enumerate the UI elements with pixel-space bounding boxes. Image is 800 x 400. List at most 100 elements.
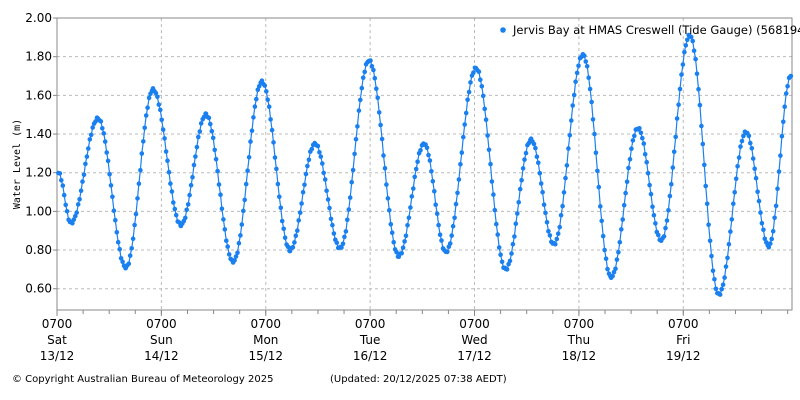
x-tick-label: 13/12 (40, 349, 75, 363)
data-point (498, 252, 503, 257)
data-point (479, 84, 485, 89)
data-point (129, 246, 134, 251)
data-point (242, 197, 247, 203)
data-point (347, 195, 353, 200)
legend: Jervis Bay at HMAS Creswell (Tide Gauge)… (500, 23, 800, 37)
data-point (620, 217, 625, 222)
data-point (476, 69, 482, 75)
data-point (736, 155, 742, 160)
data-point (135, 196, 140, 201)
data-point (111, 208, 117, 213)
data-point (216, 182, 222, 187)
data-point (369, 63, 375, 69)
data-point (584, 64, 590, 69)
y-tick-label: 0.80 (25, 243, 52, 257)
data-point (327, 205, 332, 211)
data-point (159, 117, 164, 123)
data-point (403, 233, 409, 239)
data-point (450, 223, 456, 229)
data-point (193, 154, 198, 159)
data-point (683, 43, 689, 48)
data-point (317, 150, 322, 155)
data-point (723, 264, 729, 269)
copyright-text: © Copyright Australian Bureau of Meteoro… (12, 374, 274, 385)
data-point (599, 218, 604, 224)
data-point (739, 138, 745, 144)
data-point (378, 122, 383, 128)
x-tick-label: 0700 (42, 317, 73, 331)
data-point (540, 189, 545, 195)
data-point (100, 126, 105, 131)
data-point (328, 216, 334, 222)
data-point (583, 59, 589, 64)
data-point (600, 233, 606, 239)
data-point (98, 119, 104, 124)
data-point (563, 175, 568, 181)
data-point (773, 203, 779, 209)
data-point (325, 197, 331, 202)
data-point (110, 194, 115, 200)
data-point (146, 95, 152, 101)
data-point (677, 86, 683, 92)
data-point (613, 266, 618, 272)
data-point (210, 135, 216, 141)
data-point (293, 233, 299, 238)
data-point (105, 158, 111, 164)
data-point (88, 132, 94, 138)
data-point (430, 179, 436, 184)
data-point (644, 159, 649, 165)
data-point (713, 286, 719, 292)
data-point (688, 34, 694, 40)
data-point (531, 141, 537, 147)
x-tick-label: Mon (253, 333, 278, 347)
data-point (345, 217, 350, 223)
data-point (411, 186, 416, 191)
data-point (102, 139, 108, 144)
data-point (616, 249, 621, 255)
data-point (187, 192, 192, 198)
data-point (731, 201, 736, 206)
data-point (555, 231, 561, 236)
data-point (619, 227, 624, 232)
data-point (456, 177, 462, 182)
data-point (480, 93, 486, 99)
data-point (605, 266, 610, 272)
data-point (779, 133, 785, 139)
data-point (673, 134, 678, 140)
data-point (262, 83, 268, 88)
data-point (297, 210, 303, 215)
data-point (462, 122, 468, 127)
data-point (465, 97, 470, 103)
data-point (212, 147, 217, 153)
data-point (346, 207, 352, 212)
data-point (560, 203, 565, 209)
data-point (285, 244, 291, 250)
data-point (379, 136, 385, 142)
data-point (232, 258, 237, 263)
data-point (59, 178, 64, 183)
data-point (271, 140, 276, 145)
data-point (544, 220, 550, 225)
data-point (647, 182, 652, 188)
data-point (533, 145, 538, 151)
data-point (73, 213, 78, 219)
data-point (623, 190, 628, 196)
data-point (717, 292, 723, 297)
data-point (638, 130, 644, 136)
data-point (143, 113, 149, 118)
data-point (494, 221, 499, 227)
data-point (445, 249, 450, 255)
data-point (449, 233, 455, 238)
data-point (592, 131, 597, 137)
data-point (226, 252, 232, 257)
data-point (165, 158, 170, 163)
y-axis-label: Water Level (m) (12, 119, 23, 209)
data-point (558, 213, 564, 218)
data-point (409, 194, 415, 199)
data-point (645, 170, 651, 176)
data-point (222, 227, 228, 232)
data-point (356, 108, 362, 113)
data-point (728, 229, 733, 234)
data-point (63, 202, 68, 208)
data-point (624, 179, 630, 185)
